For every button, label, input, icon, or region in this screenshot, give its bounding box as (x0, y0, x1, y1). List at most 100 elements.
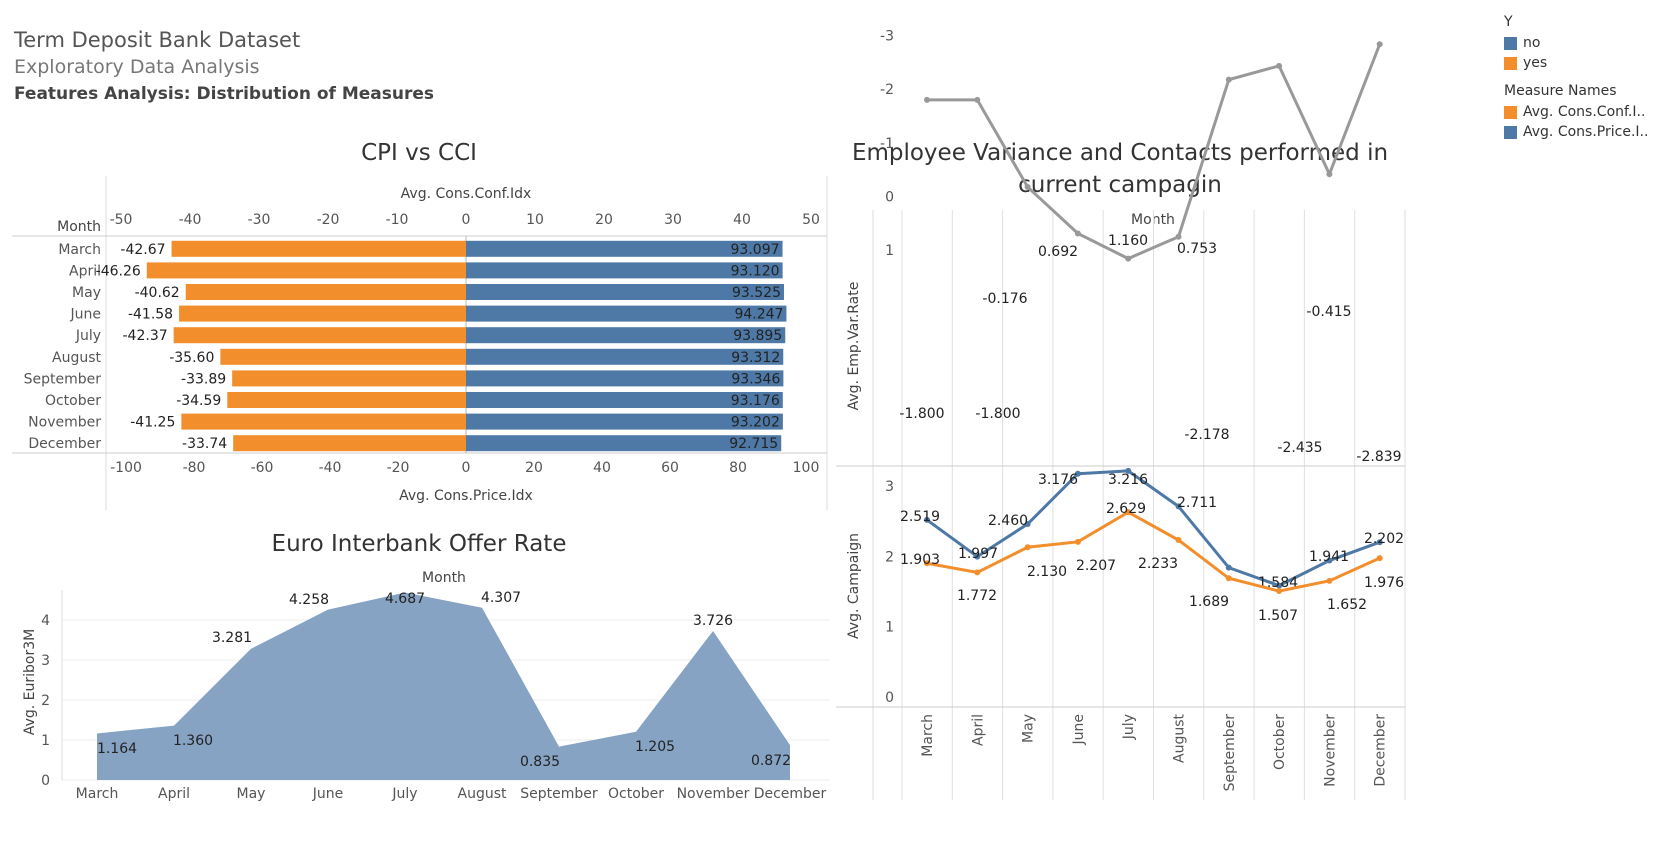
section-title: Features Analysis: Distribution of Measu… (14, 84, 435, 104)
cpi-vs-cci-chart: CPI vs CCI Avg. Cons.Conf.Idx Avg. Cons.Pr… (12, 140, 828, 510)
campaign-yes-value-label: 1.507 (1258, 608, 1298, 624)
cons-conf-value-label: -35.60 (169, 350, 214, 366)
legend-label-no: no (1523, 35, 1541, 51)
campaign-y-tick: 2 (885, 549, 894, 565)
legend-swatch-yes (1504, 56, 1517, 70)
euribor-month-label: May (237, 786, 266, 802)
campaign-yes-value-label: 1.689 (1189, 594, 1229, 610)
legend-item-cons-conf[interactable]: Avg. Cons.Conf.I.. (1504, 102, 1648, 122)
euribor-x-title: Month (422, 570, 466, 586)
campaign-yes-line (926, 510, 1381, 593)
euribor-y-tick: 1 (41, 733, 50, 749)
legend-panel: Y no yes Measure Names Avg. Cons.Conf.I.… (1504, 14, 1648, 142)
campaign-no-point (1125, 467, 1132, 474)
cons-price-bar (466, 348, 784, 365)
top-axis-tick: 30 (664, 212, 682, 228)
bottom-axis-tick: -80 (183, 460, 206, 476)
campaign-no-point (1175, 503, 1182, 510)
campaign-yes-point (1376, 555, 1383, 562)
emp-var-y-tick: 1 (885, 243, 894, 259)
euribor-area (97, 592, 790, 780)
euribor-value-label: 1.360 (173, 733, 213, 749)
campaign-yes-value-label: 1.772 (957, 588, 997, 604)
emp-var-value-label: 1.160 (1108, 233, 1148, 249)
cons-conf-bar (220, 348, 466, 365)
campaign-yes-value-label: 2.207 (1076, 558, 1116, 574)
campaign-no-point (974, 553, 981, 560)
bottom-axis-title: Avg. Cons.Price.Idx (399, 488, 533, 504)
emp-var-line (927, 43, 1382, 261)
campaign-y-title: Avg. Campaign (846, 533, 862, 639)
emp-var-value-label: -0.415 (1306, 304, 1351, 320)
emp-month-label: November (1322, 714, 1338, 787)
campaign-yes-point (924, 560, 930, 567)
legend-item-no[interactable]: no (1504, 33, 1648, 53)
emp-chart-title-line1: Employee Variance and Contacts performed… (852, 140, 1388, 166)
emp-var-value-label: 0.692 (1038, 244, 1078, 260)
euribor-month-label: October (608, 786, 664, 802)
bottom-axis-tick: -20 (387, 460, 410, 476)
top-axis-tick: 0 (462, 212, 471, 228)
euribor-month-label: March (76, 786, 119, 802)
top-axis-tick: 40 (733, 212, 751, 228)
campaign-no-value-label: 2.519 (900, 509, 940, 525)
euribor-value-label: 0.872 (751, 753, 791, 769)
cons-price-bar (466, 370, 784, 387)
cons-conf-value-label: -34.59 (176, 393, 221, 409)
euribor-value-label: 3.281 (212, 630, 252, 646)
legend-swatch-cons-conf (1504, 105, 1517, 119)
cons-conf-bar (233, 435, 466, 452)
bottom-axis-tick: 20 (525, 460, 543, 476)
emp-var-value-label: -0.176 (982, 291, 1027, 307)
employee-variance-line-chart: Employee Variance and Contacts performed… (836, 29, 1406, 800)
euribor-value-label: 3.726 (693, 613, 733, 629)
cons-price-bar (466, 305, 787, 322)
emp-var-point (1276, 62, 1283, 69)
top-axis-tick: -50 (110, 212, 133, 228)
emp-var-point (1125, 255, 1132, 262)
campaign-yes-value-label: 1.652 (1327, 597, 1367, 613)
top-axis-title: Avg. Cons.Conf.Idx (401, 186, 532, 202)
cons-price-bar (466, 284, 784, 300)
euribor-month-label: July (391, 786, 417, 802)
cons-conf-bar (181, 413, 466, 430)
bottom-axis-tick: 60 (661, 460, 679, 476)
euribor-value-label: 1.164 (97, 741, 137, 757)
month-label: July (75, 328, 101, 344)
campaign-no-value-label: 1.997 (958, 546, 998, 562)
emp-var-point (1074, 230, 1081, 237)
campaign-yes-point (1125, 509, 1132, 516)
cons-price-value-label: 94.247 (734, 307, 783, 323)
cons-conf-bar (179, 305, 466, 322)
emp-month-label: March (920, 714, 936, 757)
cons-conf-value-label: -40.62 (135, 285, 180, 301)
euribor-value-label: 1.205 (635, 739, 675, 755)
emp-month-label: December (1373, 714, 1389, 787)
cons-price-bar (466, 435, 782, 452)
campaign-yes-point (1024, 544, 1031, 551)
emp-var-value-label: -2.178 (1184, 427, 1229, 443)
campaign-yes-point (1175, 537, 1182, 544)
emp-var-point (1175, 233, 1182, 240)
cons-conf-value-label: -42.37 (123, 328, 168, 344)
legend-item-yes[interactable]: yes (1504, 53, 1648, 73)
legend-label-cons-price: Avg. Cons.Price.I.. (1523, 124, 1649, 140)
legend-item-cons-price[interactable]: Avg. Cons.Price.I.. (1504, 122, 1648, 142)
month-label: November (28, 415, 101, 431)
bottom-axis-tick: 0 (462, 460, 471, 476)
euribor-y-title: Avg. Euribor3M (22, 629, 38, 735)
cons-price-bar (466, 413, 783, 430)
emp-var-value-label: -1.800 (899, 406, 944, 422)
cons-conf-value-label: -41.25 (130, 415, 175, 431)
campaign-no-value-label: 3.216 (1108, 472, 1148, 488)
emp-month-label: May (1021, 714, 1037, 743)
cons-price-value-label: 93.895 (733, 328, 782, 344)
emp-var-value-label: 0.753 (1177, 241, 1217, 257)
top-axis-tick: -40 (179, 212, 202, 228)
legend-swatch-no (1504, 36, 1517, 50)
cons-price-bar (466, 262, 783, 279)
cons-conf-bar (171, 240, 466, 257)
emp-month-label: April (970, 714, 986, 746)
emp-var-y-tick: -3 (880, 29, 894, 45)
